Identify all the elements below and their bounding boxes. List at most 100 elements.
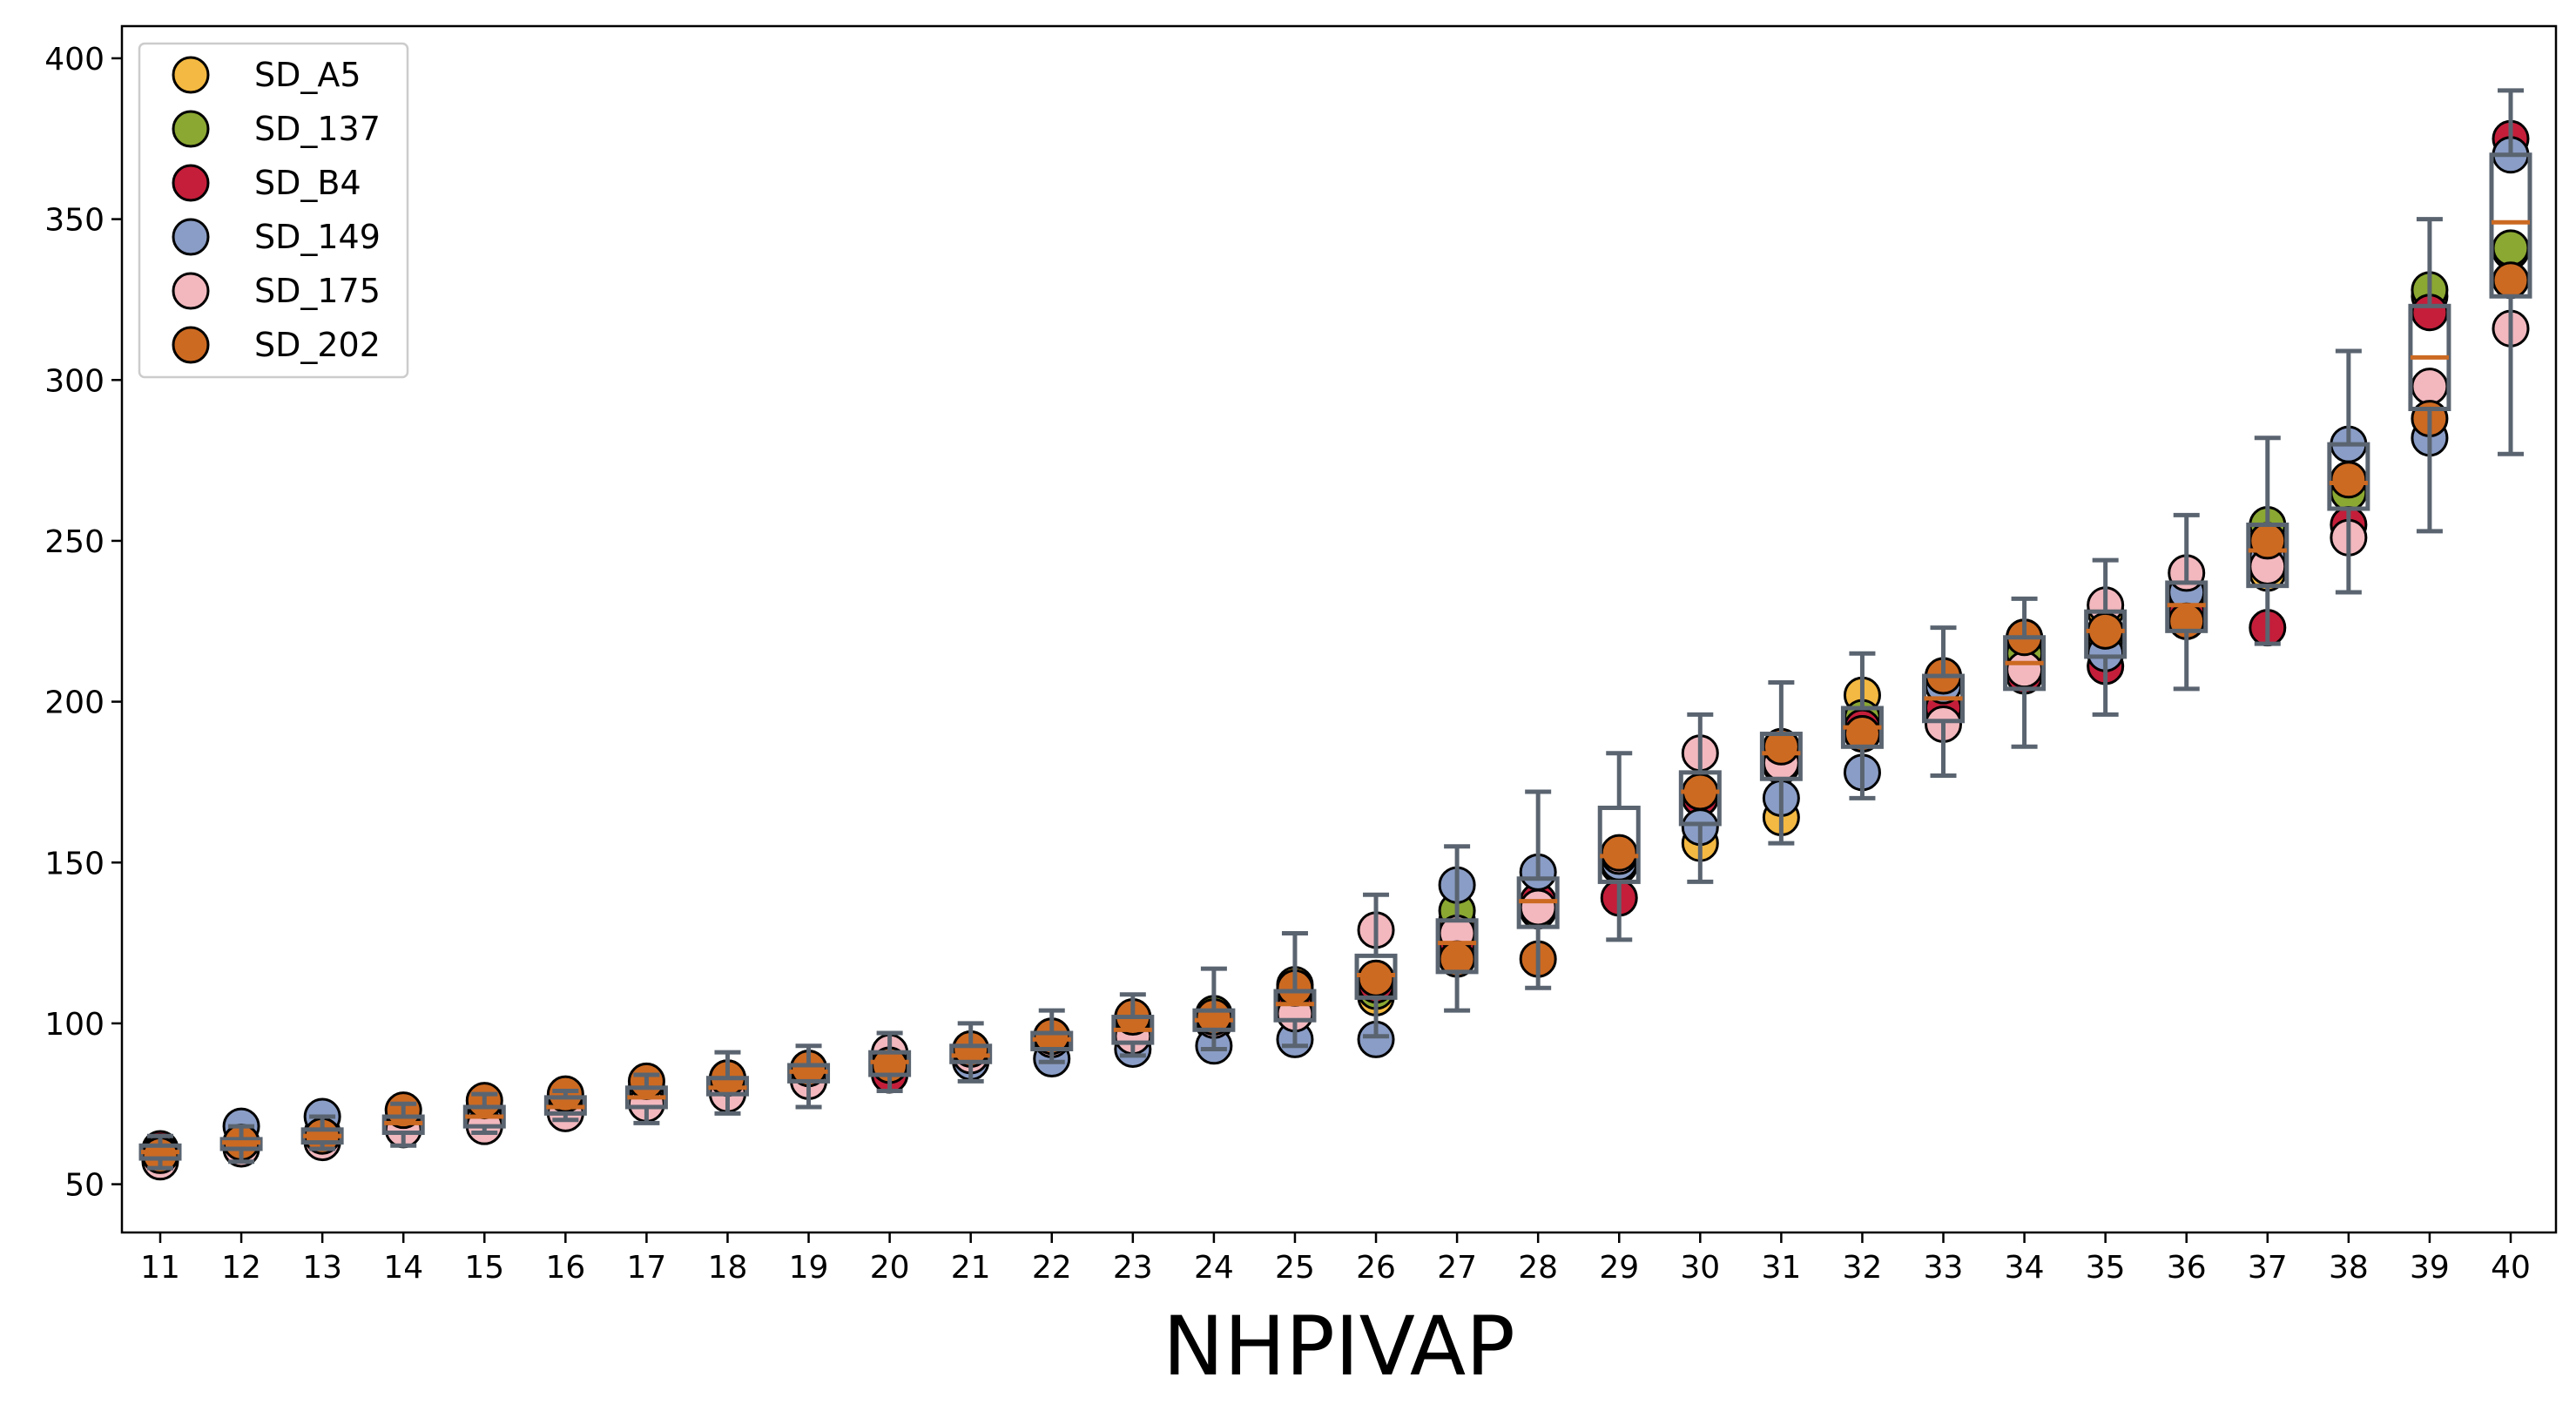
x-tick-label: 30: [1680, 1250, 1720, 1286]
x-axis: 11 12 13 14 15 16 17 18 19 20 21 22 23 24 25 26 27 28 29 30…: [140, 1232, 2531, 1286]
boxplot-30: [1678, 712, 1722, 884]
boxplot-17: [624, 1072, 668, 1125]
x-tick-label: 19: [789, 1250, 829, 1286]
boxplot-38: [2327, 348, 2370, 595]
y-tick-label: 50: [64, 1168, 105, 1204]
legend-label: SD_B4: [254, 164, 361, 202]
legend-item: SD_B4: [172, 164, 361, 202]
legend-label: SD_137: [254, 110, 381, 148]
box-iqr: [2489, 152, 2532, 299]
x-tick-label: 32: [1843, 1250, 1883, 1286]
data-point-sd-137: [2492, 229, 2530, 267]
x-tick-label: 37: [2248, 1250, 2288, 1286]
box-iqr: [2246, 522, 2289, 589]
boxplot-26: [1354, 892, 1398, 1039]
x-tick-label: 33: [1924, 1250, 1964, 1286]
x-tick-label: 15: [464, 1250, 504, 1286]
x-tick-label: 24: [1194, 1250, 1234, 1286]
y-tick-label: 150: [44, 846, 105, 881]
boxplot-overlay: [138, 88, 2532, 1171]
boxplot-27: [1435, 844, 1479, 1013]
x-tick-label: 25: [1275, 1250, 1315, 1286]
legend-item: SD_A5: [172, 56, 361, 94]
boxplot-24: [1192, 966, 1236, 1051]
x-tick-label: 16: [545, 1250, 585, 1286]
legend-marker: [172, 164, 210, 202]
legend-marker: [172, 56, 210, 94]
legend-item: SD_149: [172, 218, 381, 256]
y-tick-label: 100: [44, 1007, 105, 1043]
boxplot-21: [949, 1021, 993, 1084]
data-point-sd-202: [1357, 959, 1395, 997]
legend-marker: [172, 326, 210, 364]
y-tick-label: 250: [44, 524, 105, 560]
legend-marker: [172, 218, 210, 256]
x-tick-label: 18: [708, 1250, 748, 1286]
y-tick-label: 350: [44, 203, 105, 239]
x-tick-label: 17: [627, 1250, 667, 1286]
legend-item: SD_137: [172, 110, 381, 148]
boxplot-37: [2246, 436, 2289, 646]
data-point-sd-202: [1600, 834, 1638, 872]
boxplot-29: [1597, 751, 1641, 942]
x-tick-label: 27: [1437, 1250, 1477, 1286]
scatter-layer: [141, 119, 2530, 1181]
boxplot-12: [219, 1124, 263, 1165]
x-tick-label: 21: [951, 1250, 991, 1286]
boxplot-13: [300, 1114, 344, 1151]
x-axis-label: NHPIVAP: [1163, 1300, 1515, 1394]
legend-label: SD_202: [254, 326, 381, 364]
boxplot-36: [2165, 512, 2208, 692]
legend-label: SD_175: [254, 272, 381, 310]
data-point-sd-202: [2249, 522, 2287, 560]
x-tick-label: 29: [1599, 1250, 1639, 1286]
data-point-sd-202: [2492, 261, 2530, 300]
y-tick-label: 300: [44, 363, 105, 399]
boxplot-20: [868, 1030, 912, 1093]
data-point-sd-175: [2006, 651, 2044, 689]
boxplot-15: [462, 1091, 506, 1136]
x-tick-label: 40: [2491, 1250, 2531, 1286]
data-point-sd-175: [2411, 368, 2449, 406]
legend: SD_A5 SD_137 SD_B4 SD_149 SD_175 SD_202: [138, 42, 409, 379]
boxplot-32: [1840, 651, 1884, 800]
boxplot-23: [1111, 992, 1155, 1058]
boxplot-31: [1759, 679, 1803, 846]
x-tick-label: 13: [302, 1250, 342, 1286]
x-tick-label: 12: [221, 1250, 261, 1286]
boxplot-34: [2003, 596, 2047, 749]
box-iqr: [1759, 732, 1803, 781]
x-tick-label: 14: [383, 1250, 423, 1286]
x-tick-label: 26: [1356, 1250, 1396, 1286]
x-tick-label: 39: [2410, 1250, 2450, 1286]
x-tick-label: 31: [1761, 1250, 1801, 1286]
boxplot-33: [1922, 625, 1966, 779]
boxplot-16: [543, 1088, 587, 1123]
boxplot-35: [2084, 557, 2128, 717]
legend-marker: [172, 272, 210, 310]
boxplot-40: [2489, 88, 2532, 456]
x-tick-label: 23: [1113, 1250, 1153, 1286]
box-iqr: [2327, 442, 2370, 511]
boxplot-22: [1030, 1008, 1074, 1064]
y-tick-label: 400: [44, 42, 105, 78]
legend-item: SD_202: [172, 326, 381, 364]
boxplot-11: [138, 1133, 182, 1171]
data-point-sd-175: [1519, 888, 1557, 927]
box-iqr: [2084, 609, 2128, 659]
x-tick-label: 38: [2329, 1250, 2369, 1286]
legend-marker: [172, 110, 210, 148]
y-tick-label: 200: [44, 685, 105, 721]
data-point-sd-202: [2330, 461, 2368, 499]
plot-area-frame: [120, 24, 2558, 1234]
box-iqr: [1597, 805, 1641, 884]
y-axis: 50 100 150 200 250 300 350 400: [44, 42, 122, 1204]
boxplot-14: [381, 1101, 425, 1148]
boxplot-18: [705, 1050, 749, 1116]
x-tick-label: 35: [2086, 1250, 2126, 1286]
x-tick-label: 20: [870, 1250, 910, 1286]
x-tick-label: 11: [140, 1250, 180, 1286]
legend-item: SD_175: [172, 272, 381, 310]
